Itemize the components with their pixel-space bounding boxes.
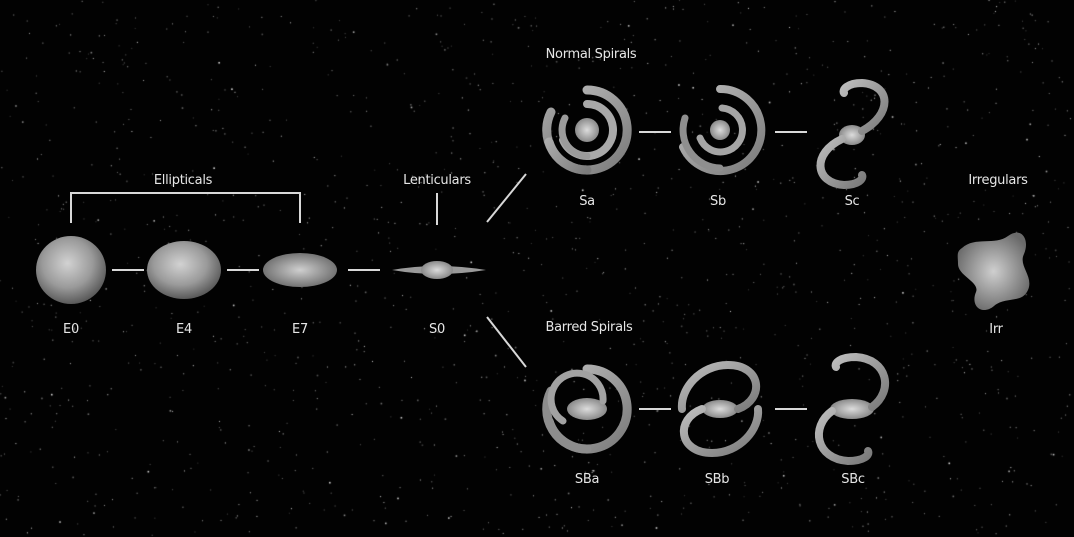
galaxy-sbb-shape: [677, 360, 763, 458]
galaxy-irr-shape: [957, 232, 1030, 311]
heading-normal-spirals: Normal Spirals: [545, 47, 637, 62]
galaxy-sbc-shape: [814, 352, 890, 466]
label-sbc: SBc: [841, 472, 865, 487]
galaxy-sba-shape: [542, 364, 632, 454]
connector-lines: [70, 131, 807, 410]
heading-lenticulars: Lenticulars: [403, 173, 471, 188]
branch-barred: [486, 316, 527, 368]
galaxy-sc-shape: [816, 78, 889, 190]
label-e0: E0: [63, 322, 79, 337]
label-sbb: SBb: [704, 472, 730, 487]
label-irr: Irr: [989, 322, 1003, 337]
galaxy-e4-shape: [147, 241, 221, 299]
ellipticals-bracket: [70, 192, 301, 223]
heading-irregulars: Irregulars: [968, 173, 1028, 188]
galaxy-sa-shape: [542, 85, 632, 175]
label-sb: Sb: [710, 194, 726, 209]
galaxy-sb-shape: [679, 84, 766, 175]
label-sc: Sc: [844, 194, 860, 209]
label-sa: Sa: [579, 194, 595, 209]
galaxy-s0-shape: [392, 261, 486, 279]
label-s0: S0: [429, 322, 445, 337]
label-e4: E4: [176, 322, 192, 337]
heading-barred-spirals: Barred Spirals: [545, 320, 633, 335]
label-sba: SBa: [574, 472, 600, 487]
branch-normal: [486, 173, 527, 223]
galaxy-e0-shape: [36, 236, 106, 304]
label-e7: E7: [292, 322, 308, 337]
heading-ellipticals: Ellipticals: [153, 173, 213, 188]
galaxy-e7-shape: [263, 253, 337, 287]
